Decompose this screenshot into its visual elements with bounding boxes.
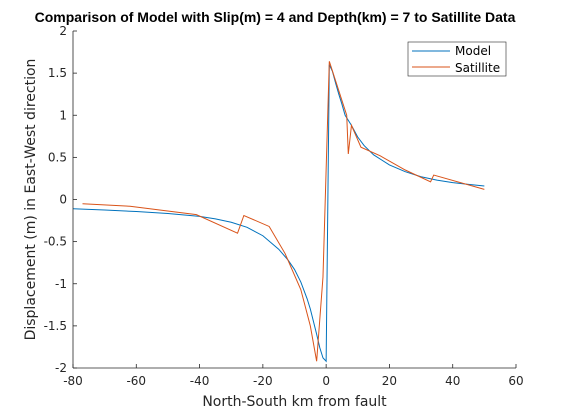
y-tick-label: -1.5 [44,319,67,333]
y-axis-label: Displacement (m) in East-West direction [23,59,39,341]
x-tick-label: 0 [322,374,330,388]
y-tick-label: 2 [59,24,67,38]
x-tick-label: 40 [445,374,460,388]
x-tick-label: -80 [63,374,83,388]
x-axis-label: North-South km from fault [202,394,387,410]
x-tick-label: -20 [253,374,273,388]
x-tick-label: -40 [190,374,210,388]
axes-layer: -80 -60 -40 -20 0 20 40 60 -2 -1.5 -1 -0.5 0 0.5 1 1.5 2 [44,24,524,388]
y-tick-label: 0.5 [48,150,67,164]
y-tick-label: -2 [55,361,67,375]
legend-box [407,41,507,77]
legend: Model Satillite [407,41,507,77]
chart-title: Comparison of Model with Slip(m) = 4 and… [35,9,516,25]
y-tick-label: 0 [59,193,67,207]
series-layer [72,61,485,363]
y-tick-label: -0.5 [44,235,67,249]
y-tick-label: 1 [59,108,67,122]
x-tick-label: 20 [382,374,397,388]
series-line-model [72,64,485,363]
legend-satellite-label: Satillite [455,61,500,75]
y-tick-label: 1.5 [48,66,67,80]
x-tick-label: -60 [126,374,146,388]
legend-model-label: Model [455,44,491,58]
x-tick-label: 60 [508,374,523,388]
series-line-satellite [82,61,485,362]
plot-area [73,31,516,368]
y-tick-label: -1 [55,277,67,291]
